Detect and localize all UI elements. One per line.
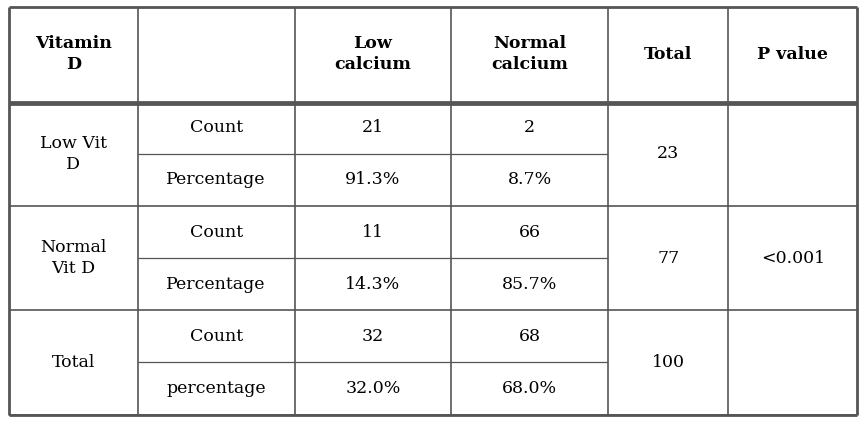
Text: 11: 11 bbox=[362, 224, 384, 240]
Text: Normal
Vit D: Normal Vit D bbox=[40, 239, 107, 277]
Text: Count: Count bbox=[190, 119, 242, 136]
Text: 2: 2 bbox=[524, 119, 535, 136]
Text: Percentage: Percentage bbox=[166, 276, 266, 293]
Text: 21: 21 bbox=[362, 119, 385, 136]
Text: 8.7%: 8.7% bbox=[507, 171, 552, 188]
Text: Total: Total bbox=[644, 46, 693, 63]
Text: Vitamin
D: Vitamin D bbox=[35, 35, 112, 73]
Text: percentage: percentage bbox=[166, 380, 266, 397]
Text: Total: Total bbox=[52, 354, 95, 371]
Text: 68: 68 bbox=[519, 328, 541, 345]
Text: 77: 77 bbox=[657, 250, 679, 267]
Text: Normal
calcium: Normal calcium bbox=[491, 35, 568, 73]
Text: 14.3%: 14.3% bbox=[346, 276, 401, 293]
Text: 68.0%: 68.0% bbox=[502, 380, 558, 397]
Text: 100: 100 bbox=[652, 354, 685, 371]
Text: Low
calcium: Low calcium bbox=[334, 35, 411, 73]
Text: 66: 66 bbox=[519, 224, 541, 240]
Text: Low Vit
D: Low Vit D bbox=[40, 135, 107, 173]
Text: Percentage: Percentage bbox=[166, 171, 266, 188]
Text: 85.7%: 85.7% bbox=[502, 276, 558, 293]
Text: 32: 32 bbox=[362, 328, 385, 345]
Text: Count: Count bbox=[190, 224, 242, 240]
Text: <0.001: <0.001 bbox=[760, 250, 824, 267]
Text: 23: 23 bbox=[657, 145, 679, 162]
Text: Count: Count bbox=[190, 328, 242, 345]
Text: 32.0%: 32.0% bbox=[346, 380, 401, 397]
Text: P value: P value bbox=[757, 46, 828, 63]
Text: 91.3%: 91.3% bbox=[346, 171, 401, 188]
